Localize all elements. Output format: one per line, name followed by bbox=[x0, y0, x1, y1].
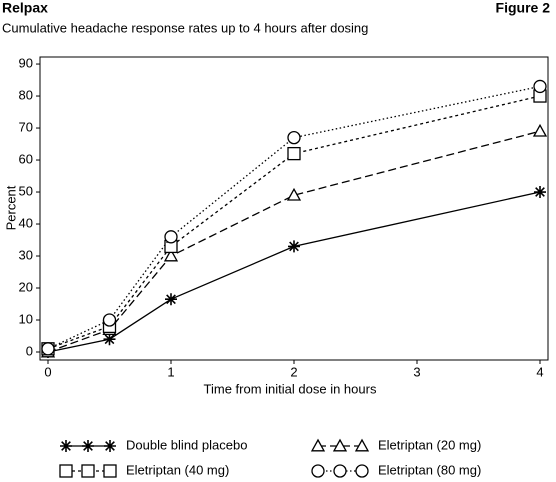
marker bbox=[103, 333, 116, 346]
marker bbox=[354, 438, 370, 452]
marker bbox=[333, 464, 347, 478]
y-tick-label: 0 bbox=[26, 343, 33, 358]
series-line bbox=[47, 95, 541, 350]
chart-title: Relpax bbox=[2, 0, 48, 16]
marker bbox=[164, 293, 177, 306]
figure-label: Figure 2 bbox=[496, 0, 551, 16]
series-line bbox=[47, 85, 541, 350]
marker bbox=[311, 464, 325, 478]
marker bbox=[310, 438, 326, 452]
marker bbox=[164, 230, 178, 244]
chart-subtitle: Cumulative headache response rates up to… bbox=[2, 20, 368, 35]
x-tick-label: 0 bbox=[44, 364, 51, 379]
y-tick-label: 50 bbox=[19, 183, 33, 198]
y-tick-label: 30 bbox=[19, 247, 33, 262]
y-axis-label: Percent bbox=[3, 185, 18, 230]
marker bbox=[82, 440, 94, 452]
marker bbox=[41, 342, 55, 356]
y-tick-label: 40 bbox=[19, 215, 33, 230]
legend-label: Eletriptan (20 mg) bbox=[378, 437, 481, 452]
marker bbox=[287, 146, 301, 161]
marker bbox=[533, 79, 547, 94]
x-axis-label: Time from initial dose in hours bbox=[204, 381, 377, 396]
marker bbox=[81, 464, 95, 478]
series-line bbox=[47, 191, 541, 353]
x-tick-label: 2 bbox=[290, 364, 297, 379]
y-tick-label: 70 bbox=[19, 119, 33, 134]
y-tick-label: 20 bbox=[19, 279, 33, 294]
marker bbox=[287, 130, 301, 145]
legend-label: Eletriptan (80 mg) bbox=[378, 462, 481, 477]
marker bbox=[355, 464, 369, 478]
y-tick-label: 10 bbox=[19, 311, 33, 326]
marker bbox=[288, 240, 300, 253]
marker bbox=[532, 123, 548, 137]
marker bbox=[163, 248, 179, 262]
marker bbox=[59, 464, 73, 478]
marker bbox=[286, 187, 302, 201]
x-tick-label: 3 bbox=[413, 364, 420, 379]
marker bbox=[332, 438, 348, 452]
marker bbox=[103, 464, 117, 478]
y-tick-label: 80 bbox=[19, 87, 33, 102]
x-tick-label: 4 bbox=[536, 364, 543, 379]
y-tick-label: 60 bbox=[19, 151, 33, 166]
plot-frame bbox=[39, 56, 549, 361]
y-tick-label: 90 bbox=[19, 55, 33, 70]
marker bbox=[60, 440, 72, 452]
marker bbox=[102, 313, 117, 327]
legend-label: Double blind placebo bbox=[126, 437, 247, 452]
x-tick-label: 1 bbox=[167, 364, 174, 379]
marker bbox=[534, 186, 547, 199]
legend-label: Eletriptan (40 mg) bbox=[126, 462, 229, 477]
marker bbox=[104, 440, 116, 452]
